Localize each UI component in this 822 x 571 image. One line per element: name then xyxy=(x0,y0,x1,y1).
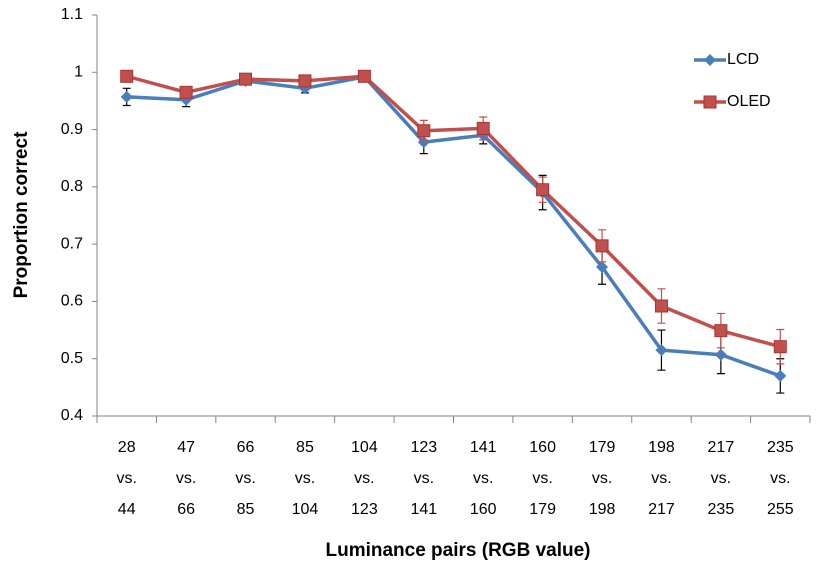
data-point xyxy=(120,90,133,103)
x-tick-label: 66 xyxy=(177,501,195,518)
y-tick-label: 0.9 xyxy=(61,121,83,138)
data-point xyxy=(596,261,609,274)
x-tick-label: vs. xyxy=(176,470,196,487)
legend-marker xyxy=(704,54,716,66)
x-tick-label: 66 xyxy=(237,439,255,456)
data-point xyxy=(536,183,550,197)
x-tick-label: 28 xyxy=(118,439,136,456)
legend-label: OLED xyxy=(727,93,771,110)
x-tick-label: vs. xyxy=(116,470,136,487)
y-tick-label: 1 xyxy=(74,64,83,81)
x-tick-label: 217 xyxy=(648,501,675,518)
data-point xyxy=(476,121,490,135)
x-tick-label: 85 xyxy=(237,501,255,518)
y-tick-label: 0.6 xyxy=(61,293,83,310)
y-axis-title: Proportion correct xyxy=(11,131,32,298)
x-tick-label: 44 xyxy=(118,501,136,518)
data-point xyxy=(417,124,431,138)
legend-label: LCD xyxy=(727,51,759,68)
data-point xyxy=(655,344,668,357)
x-tick-label: 123 xyxy=(410,439,437,456)
x-tick-label: vs. xyxy=(354,470,374,487)
series-line xyxy=(126,74,781,349)
data-point xyxy=(714,348,727,361)
x-tick-label: vs. xyxy=(592,470,612,487)
x-tick-label: 179 xyxy=(529,501,556,518)
x-tick-label: vs. xyxy=(711,470,731,487)
x-tick-label: vs. xyxy=(473,470,493,487)
data-point xyxy=(654,299,668,313)
x-tick-label: 235 xyxy=(767,439,794,456)
y-tick-label: 1.1 xyxy=(61,6,83,23)
x-tick-label: 255 xyxy=(767,501,794,518)
x-tick-label: 141 xyxy=(470,439,497,456)
data-point xyxy=(773,340,787,354)
x-tick-label: 85 xyxy=(296,439,314,456)
x-tick-label: vs. xyxy=(235,470,255,487)
data-point xyxy=(239,72,253,86)
data-point xyxy=(714,324,728,338)
x-tick-label: vs. xyxy=(651,470,671,487)
x-tick-label: 104 xyxy=(292,501,319,518)
x-tick-label: vs. xyxy=(770,470,790,487)
x-tick-label: vs. xyxy=(295,470,315,487)
x-tick-label: 123 xyxy=(351,501,378,518)
y-tick-label: 0.5 xyxy=(61,350,83,367)
data-point xyxy=(120,69,134,83)
data-point xyxy=(298,74,312,88)
x-tick-label: 198 xyxy=(589,501,616,518)
data-point xyxy=(357,69,371,83)
x-tick-label: 47 xyxy=(177,439,195,456)
x-tick-label: 160 xyxy=(470,501,497,518)
data-point xyxy=(595,239,609,253)
x-tick-label: 235 xyxy=(708,501,735,518)
y-tick-label: 0.8 xyxy=(61,178,83,195)
legend-marker xyxy=(703,95,717,109)
y-tick-label: 0.7 xyxy=(61,235,83,252)
x-tick-label: 179 xyxy=(589,439,616,456)
x-tick-label: 160 xyxy=(529,439,556,456)
data-point xyxy=(179,85,193,99)
y-tick-label: 0.4 xyxy=(61,407,83,424)
x-tick-label: 141 xyxy=(410,501,437,518)
data-point xyxy=(774,369,787,382)
data-point xyxy=(417,136,430,149)
series-line xyxy=(126,75,781,378)
x-tick-label: 217 xyxy=(708,439,735,456)
x-axis-title: Luminance pairs (RGB value) xyxy=(325,540,590,561)
x-tick-label: 198 xyxy=(648,439,675,456)
x-tick-label: vs. xyxy=(414,470,434,487)
x-tick-label: vs. xyxy=(532,470,552,487)
x-tick-label: 104 xyxy=(351,439,378,456)
